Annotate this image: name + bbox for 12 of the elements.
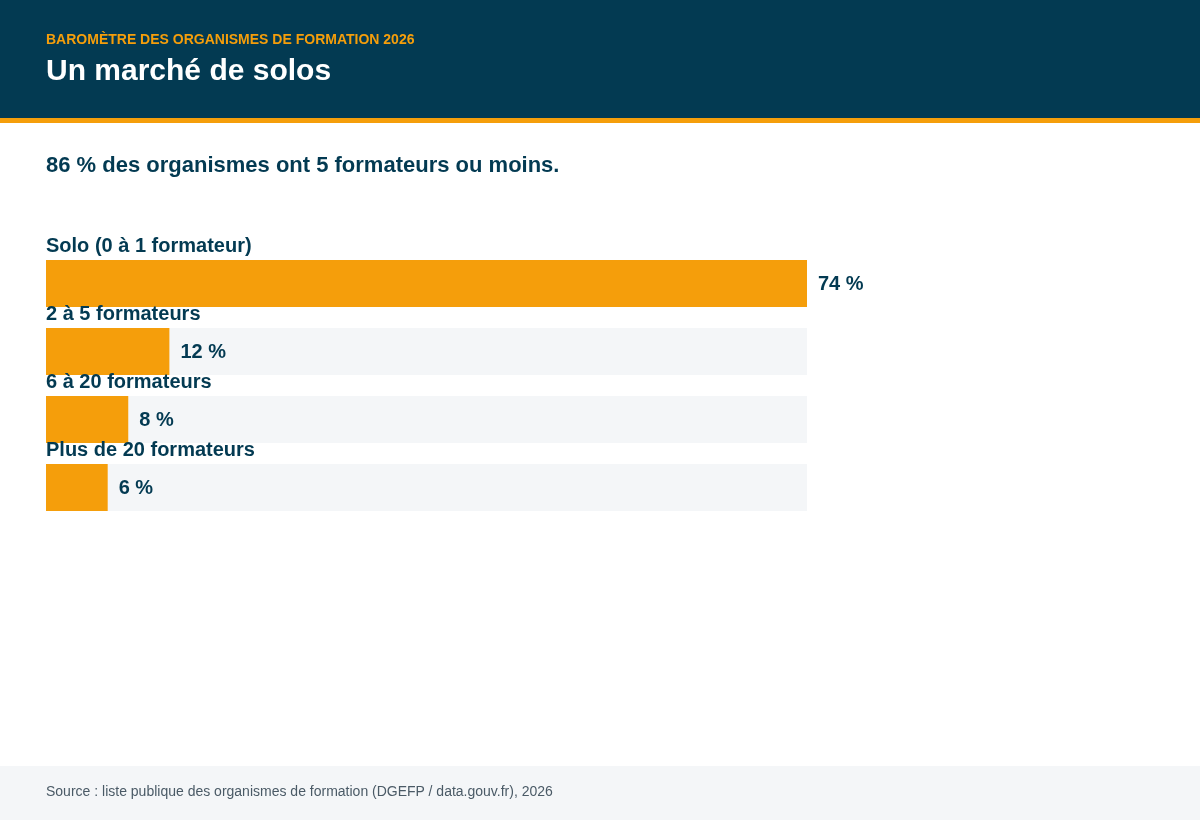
data-label: 8 %	[139, 408, 174, 430]
y-tick-label: Solo (0 à 1 formateur)	[46, 234, 252, 256]
data-label: 6 %	[118, 476, 154, 498]
source-note: Source : liste publique des organismes de formation (DGEFP / data.gouv.fr), 2026	[46, 783, 554, 799]
y-tick-label: 6 à 20 formateurs	[46, 370, 212, 392]
y-tick-label: Plus de 20 formateurs	[46, 438, 255, 460]
data-label: 12 %	[180, 340, 227, 362]
y-tick-label: 2 à 5 formateurs	[46, 302, 201, 324]
data-label: 74 %	[818, 272, 864, 294]
chart-subtitle: 86 % des organismes ont 5 formateurs ou moins.	[46, 152, 560, 177]
text: BAROMÈTRE DES ORGANISMES DE FORMATION 2026	[46, 31, 415, 47]
chart-title: Un marché de solos	[46, 53, 332, 86]
